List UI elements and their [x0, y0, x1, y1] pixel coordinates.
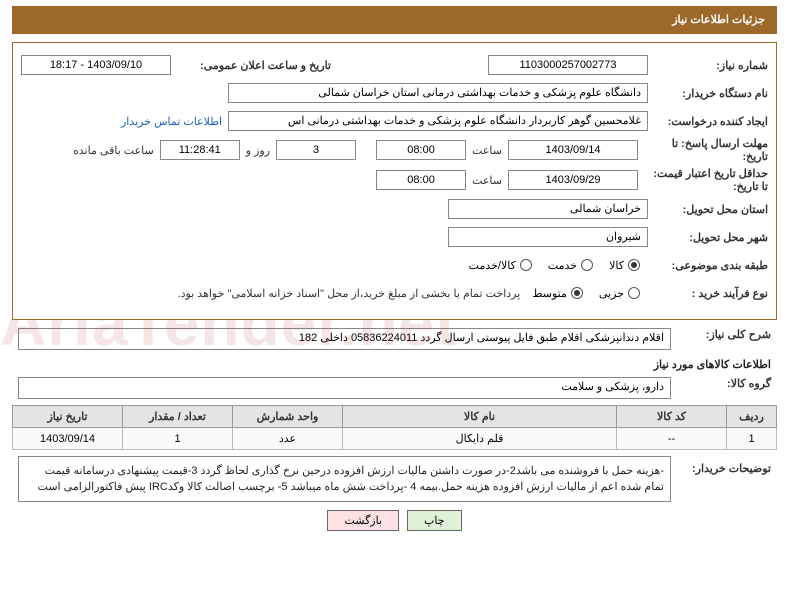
buytype-radio-group: جزیی متوسط [532, 287, 640, 300]
td-date: 1403/09/14 [13, 428, 123, 450]
overall-row: شرح کلی نیاز: اقلام دندانپزشکی اقلام طبق… [18, 328, 771, 350]
category-radio-group: کالا خدمت کالا/خدمت [469, 259, 640, 272]
row-deadline: مهلت ارسال پاسخ: تا تاریخ: 1403/09/14 سا… [21, 137, 768, 163]
td-code: -- [617, 428, 727, 450]
back-button[interactable]: بازگشت [327, 510, 399, 531]
radio-label-partial: جزیی [599, 287, 624, 300]
requester-value: غلامحسین گوهر کاربردار دانشگاه علوم پزشک… [228, 111, 648, 131]
min-valid-date: 1403/09/29 [508, 170, 638, 190]
row-min-valid: حداقل تاریخ اعتبار قیمت: تا تاریخ: 1403/… [21, 167, 768, 193]
radio-dot-both [520, 259, 532, 271]
td-unit: عدد [233, 428, 343, 450]
info-panel: شماره نیاز: 1103000257002773 تاریخ و ساع… [12, 42, 777, 320]
radio-dot-service [581, 259, 593, 271]
goods-group-label: گروه کالا: [671, 377, 771, 390]
deadline-reply-date: 1403/09/14 [508, 140, 638, 160]
buyer-notes-text: -هزینه حمل با فروشنده می باشد2-در صورت د… [18, 456, 671, 502]
radio-label-both: کالا/خدمت [469, 259, 516, 272]
row-city: شهر محل تحویل: شیروان [21, 225, 768, 249]
radio-both[interactable]: کالا/خدمت [469, 259, 532, 272]
payment-note: پرداخت تمام یا بخشی از مبلغ خرید،از محل … [178, 287, 521, 300]
goods-group-row: گروه کالا: دارو، پزشکی و سلامت [18, 377, 771, 399]
th-name: نام کالا [343, 406, 617, 428]
radio-medium[interactable]: متوسط [532, 287, 583, 300]
row-requester: ایجاد کننده درخواست: غلامحسین گوهر کاربر… [21, 109, 768, 133]
need-no-label: شماره نیاز: [648, 59, 768, 72]
need-no-value: 1103000257002773 [488, 55, 648, 75]
radio-label-medium: متوسط [532, 287, 567, 300]
buyer-org-value: دانشگاه علوم پزشکی و خدمات بهداشتی درمان… [228, 83, 648, 103]
announce-label: تاریخ و ساعت اعلان عمومی: [171, 59, 331, 72]
requester-label: ایجاد کننده درخواست: [648, 115, 768, 128]
panel-header: جزئیات اطلاعات نیاز [12, 6, 777, 34]
days-after-label: روز و [246, 144, 270, 157]
time-label-2: ساعت [472, 174, 502, 187]
td-row: 1 [727, 428, 777, 450]
buyer-notes-label: توضیحات خریدار: [671, 456, 771, 475]
min-valid-time: 08:00 [376, 170, 466, 190]
row-buytype: نوع فرآیند خرید : جزیی متوسط پرداخت تمام… [21, 281, 768, 305]
radio-label-goods: کالا [609, 259, 624, 272]
button-bar: چاپ بازگشت [0, 510, 789, 531]
th-unit: واحد شمارش [233, 406, 343, 428]
th-row: ردیف [727, 406, 777, 428]
td-qty: 1 [123, 428, 233, 450]
deadline-reply-label: مهلت ارسال پاسخ: تا تاریخ: [638, 137, 768, 163]
radio-partial[interactable]: جزیی [599, 287, 640, 300]
city-label: شهر محل تحویل: [648, 231, 768, 244]
province-value: خراسان شمالی [448, 199, 648, 219]
row-need-no: شماره نیاز: 1103000257002773 تاریخ و ساع… [21, 53, 768, 77]
city-value: شیروان [448, 227, 648, 247]
radio-goods[interactable]: کالا [609, 259, 640, 272]
table-row: 1 -- قلم دایکال عدد 1 1403/09/14 [13, 428, 777, 450]
buytype-label: نوع فرآیند خرید : [648, 287, 768, 300]
goods-section-title: اطلاعات کالاهای مورد نیاز [12, 358, 771, 371]
min-valid-label: حداقل تاریخ اعتبار قیمت: تا تاریخ: [638, 167, 768, 193]
days-remaining: 3 [276, 140, 356, 160]
countdown-value: 11:28:41 [160, 140, 240, 160]
radio-dot-goods [628, 259, 640, 271]
radio-dot-partial [628, 287, 640, 299]
goods-group-value: دارو، پزشکی و سلامت [18, 377, 671, 399]
announce-value: 1403/09/10 - 18:17 [21, 55, 171, 75]
time-label-1: ساعت [472, 144, 502, 157]
td-name: قلم دایکال [343, 428, 617, 450]
row-buyer-org: نام دستگاه خریدار: دانشگاه علوم پزشکی و … [21, 81, 768, 105]
overall-label: شرح کلی نیاز: [671, 328, 771, 341]
category-label: طبقه بندی موضوعی: [648, 259, 768, 272]
row-category: طبقه بندی موضوعی: کالا خدمت کالا/خدمت [21, 253, 768, 277]
row-province: استان محل تحویل: خراسان شمالی [21, 197, 768, 221]
th-code: کد کالا [617, 406, 727, 428]
radio-service[interactable]: خدمت [548, 259, 593, 272]
buyer-org-label: نام دستگاه خریدار: [648, 87, 768, 100]
app-container: AriaTender.net جزئیات اطلاعات نیاز شماره… [0, 6, 789, 604]
th-qty: تعداد / مقدار [123, 406, 233, 428]
province-label: استان محل تحویل: [648, 203, 768, 216]
radio-label-service: خدمت [548, 259, 577, 272]
overall-text: اقلام دندانپزشکی اقلام طبق فایل پیوستی ا… [18, 328, 671, 350]
th-date: تاریخ نیاز [13, 406, 123, 428]
table-header-row: ردیف کد کالا نام کالا واحد شمارش تعداد /… [13, 406, 777, 428]
remaining-label: ساعت باقی مانده [73, 144, 154, 157]
radio-dot-medium [571, 287, 583, 299]
buyer-notes-row: توضیحات خریدار: -هزینه حمل با فروشنده می… [18, 456, 771, 502]
deadline-reply-time: 08:00 [376, 140, 466, 160]
goods-table: ردیف کد کالا نام کالا واحد شمارش تعداد /… [12, 405, 777, 450]
contact-buyer-link[interactable]: اطلاعات تماس خریدار [121, 115, 222, 128]
print-button[interactable]: چاپ [407, 510, 462, 531]
